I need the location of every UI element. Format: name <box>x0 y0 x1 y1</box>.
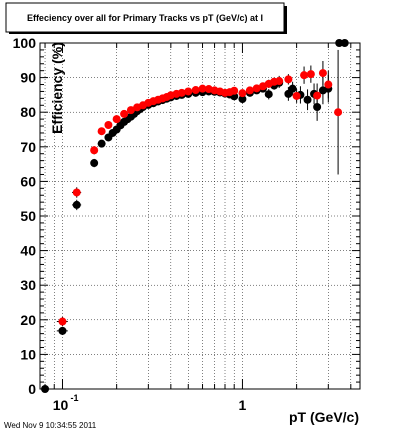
red-series-point <box>275 77 284 86</box>
black-series-point <box>303 95 312 104</box>
red-series-point <box>238 89 247 98</box>
black-series-point <box>41 385 50 393</box>
red-series-point <box>97 127 106 136</box>
y-tick-label: 60 <box>20 173 36 189</box>
data-points <box>41 39 349 393</box>
error-bars <box>41 49 339 390</box>
title-shadow-bottom <box>9 32 287 34</box>
y-tick-label: 0 <box>28 381 36 397</box>
y-tick-label: 90 <box>20 70 36 86</box>
black-series-point <box>238 95 247 104</box>
red-series-point <box>104 121 113 130</box>
y-tick-label: 70 <box>20 139 36 155</box>
y-tick-label: 40 <box>20 243 36 259</box>
timestamp: Wed Nov 9 10:34:55 2011 <box>4 421 97 430</box>
title-frame <box>5 2 285 33</box>
red-series-point <box>177 88 186 97</box>
red-series-point <box>252 84 261 93</box>
title-shadow-right <box>284 6 287 33</box>
black-series-point <box>313 103 322 112</box>
chart-title: Effeciency over all for Primary Tracks v… <box>27 13 263 23</box>
y-tick-label: 30 <box>20 277 36 293</box>
red-series-point <box>72 188 81 197</box>
black-series-point <box>90 159 99 168</box>
black-series-point <box>264 90 273 99</box>
title-box: Effeciency over all for Primary Tracks v… <box>5 2 287 34</box>
x-tick-label: 1 <box>239 397 247 413</box>
black-series-point <box>58 326 67 335</box>
red-series-point <box>58 317 67 326</box>
y-axis-title: Efficiency (%) <box>49 42 65 134</box>
y-tick-label: 100 <box>13 35 37 51</box>
red-series-point <box>292 91 301 100</box>
red-series-point <box>324 80 333 89</box>
red-series-point <box>245 86 254 95</box>
black-series-point <box>288 84 297 93</box>
red-series-point <box>334 108 343 117</box>
red-series-point <box>230 86 239 95</box>
red-series-point <box>313 91 322 100</box>
black-series-point <box>335 39 344 47</box>
red-series-point <box>318 69 327 78</box>
red-series-point <box>191 86 200 95</box>
y-tick-label: 10 <box>20 346 36 362</box>
black-series-point <box>72 200 81 209</box>
red-series-point <box>306 70 315 79</box>
red-series-point <box>284 75 293 84</box>
y-tick-label: 20 <box>20 312 36 328</box>
x-axis-title: pT (GeV/c) <box>289 409 359 425</box>
y-tick-labels: 0 10 20 30 40 50 60 70 80 90 100 <box>13 35 37 397</box>
black-series-point <box>340 39 349 47</box>
x-tick-labels: 10 -1 1 <box>53 393 247 413</box>
y-tick-label: 80 <box>20 104 36 120</box>
red-series-point <box>300 71 309 80</box>
black-series-point <box>97 139 106 148</box>
red-series-point <box>184 87 193 96</box>
red-series-point <box>126 106 135 115</box>
axis-ticks <box>40 42 360 390</box>
red-series-point <box>112 115 121 124</box>
y-tick-label: 50 <box>20 208 36 224</box>
x-tick-label-exponent: -1 <box>70 393 78 403</box>
red-series-point <box>120 109 129 118</box>
x-tick-label: 10 <box>53 397 69 413</box>
red-series-point <box>198 84 207 93</box>
red-series-point <box>90 146 99 155</box>
